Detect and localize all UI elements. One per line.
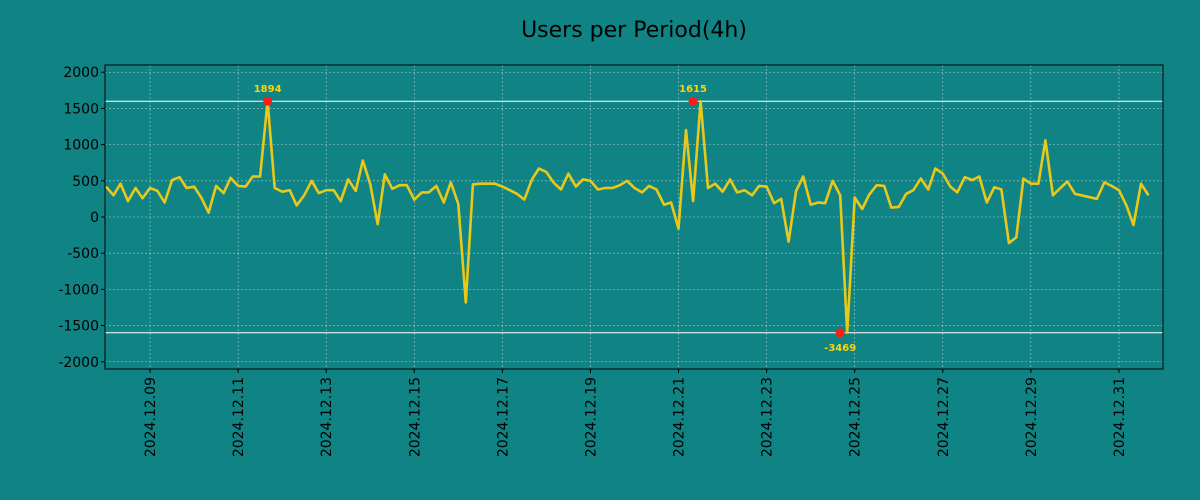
x-axis: 2024.12.09 2024.12.11 2024.12.13 2024.12.15… bbox=[143, 369, 1128, 457]
x-tick-label: 2024.12.15 bbox=[407, 377, 423, 457]
y-tick-label: 1500 bbox=[63, 101, 99, 117]
x-tick-label: 2024.12.19 bbox=[583, 377, 599, 457]
series-line-users bbox=[105, 99, 1150, 335]
peak-marker bbox=[688, 96, 698, 106]
y-tick-label: 0 bbox=[90, 210, 99, 226]
y-tick-label: -1000 bbox=[58, 282, 99, 298]
x-tick-label: 2024.12.29 bbox=[1024, 377, 1040, 457]
grid-layer bbox=[105, 65, 1163, 369]
chart-title: Users per Period(4h) bbox=[521, 18, 747, 43]
y-tick-label: -1500 bbox=[58, 319, 99, 335]
y-tick-label: 2000 bbox=[63, 65, 99, 81]
peak-annotation: 1615 bbox=[679, 84, 707, 95]
x-tick-label: 2024.12.11 bbox=[231, 377, 247, 457]
x-tick-label: 2024.12.21 bbox=[672, 377, 688, 457]
y-tick-label: 1000 bbox=[63, 138, 99, 154]
peak-annotation: -3469 bbox=[824, 343, 856, 354]
x-tick-label: 2024.12.13 bbox=[319, 377, 335, 457]
y-axis: 2000 1500 1000 500 0 -500 -1000 -1500 -2000 bbox=[58, 65, 105, 371]
y-tick-label: 500 bbox=[72, 174, 99, 190]
x-tick-label: 2024.12.17 bbox=[495, 377, 511, 457]
series-layer bbox=[105, 99, 1150, 335]
x-tick-label: 2024.12.31 bbox=[1112, 377, 1128, 457]
peak-marker bbox=[263, 96, 273, 106]
x-tick-label: 2024.12.25 bbox=[848, 377, 864, 457]
x-tick-label: 2024.12.23 bbox=[760, 377, 776, 457]
peak-annotation: 1894 bbox=[254, 84, 282, 95]
y-tick-label: -2000 bbox=[58, 355, 99, 371]
x-tick-label: 2024.12.27 bbox=[936, 377, 952, 457]
marker-layer: 1894 1615 -3469 bbox=[254, 84, 856, 354]
threshold-layer bbox=[105, 100, 1163, 334]
peak-marker bbox=[835, 328, 845, 338]
y-tick-label: -500 bbox=[67, 246, 99, 262]
x-tick-label: 2024.12.09 bbox=[143, 377, 159, 457]
